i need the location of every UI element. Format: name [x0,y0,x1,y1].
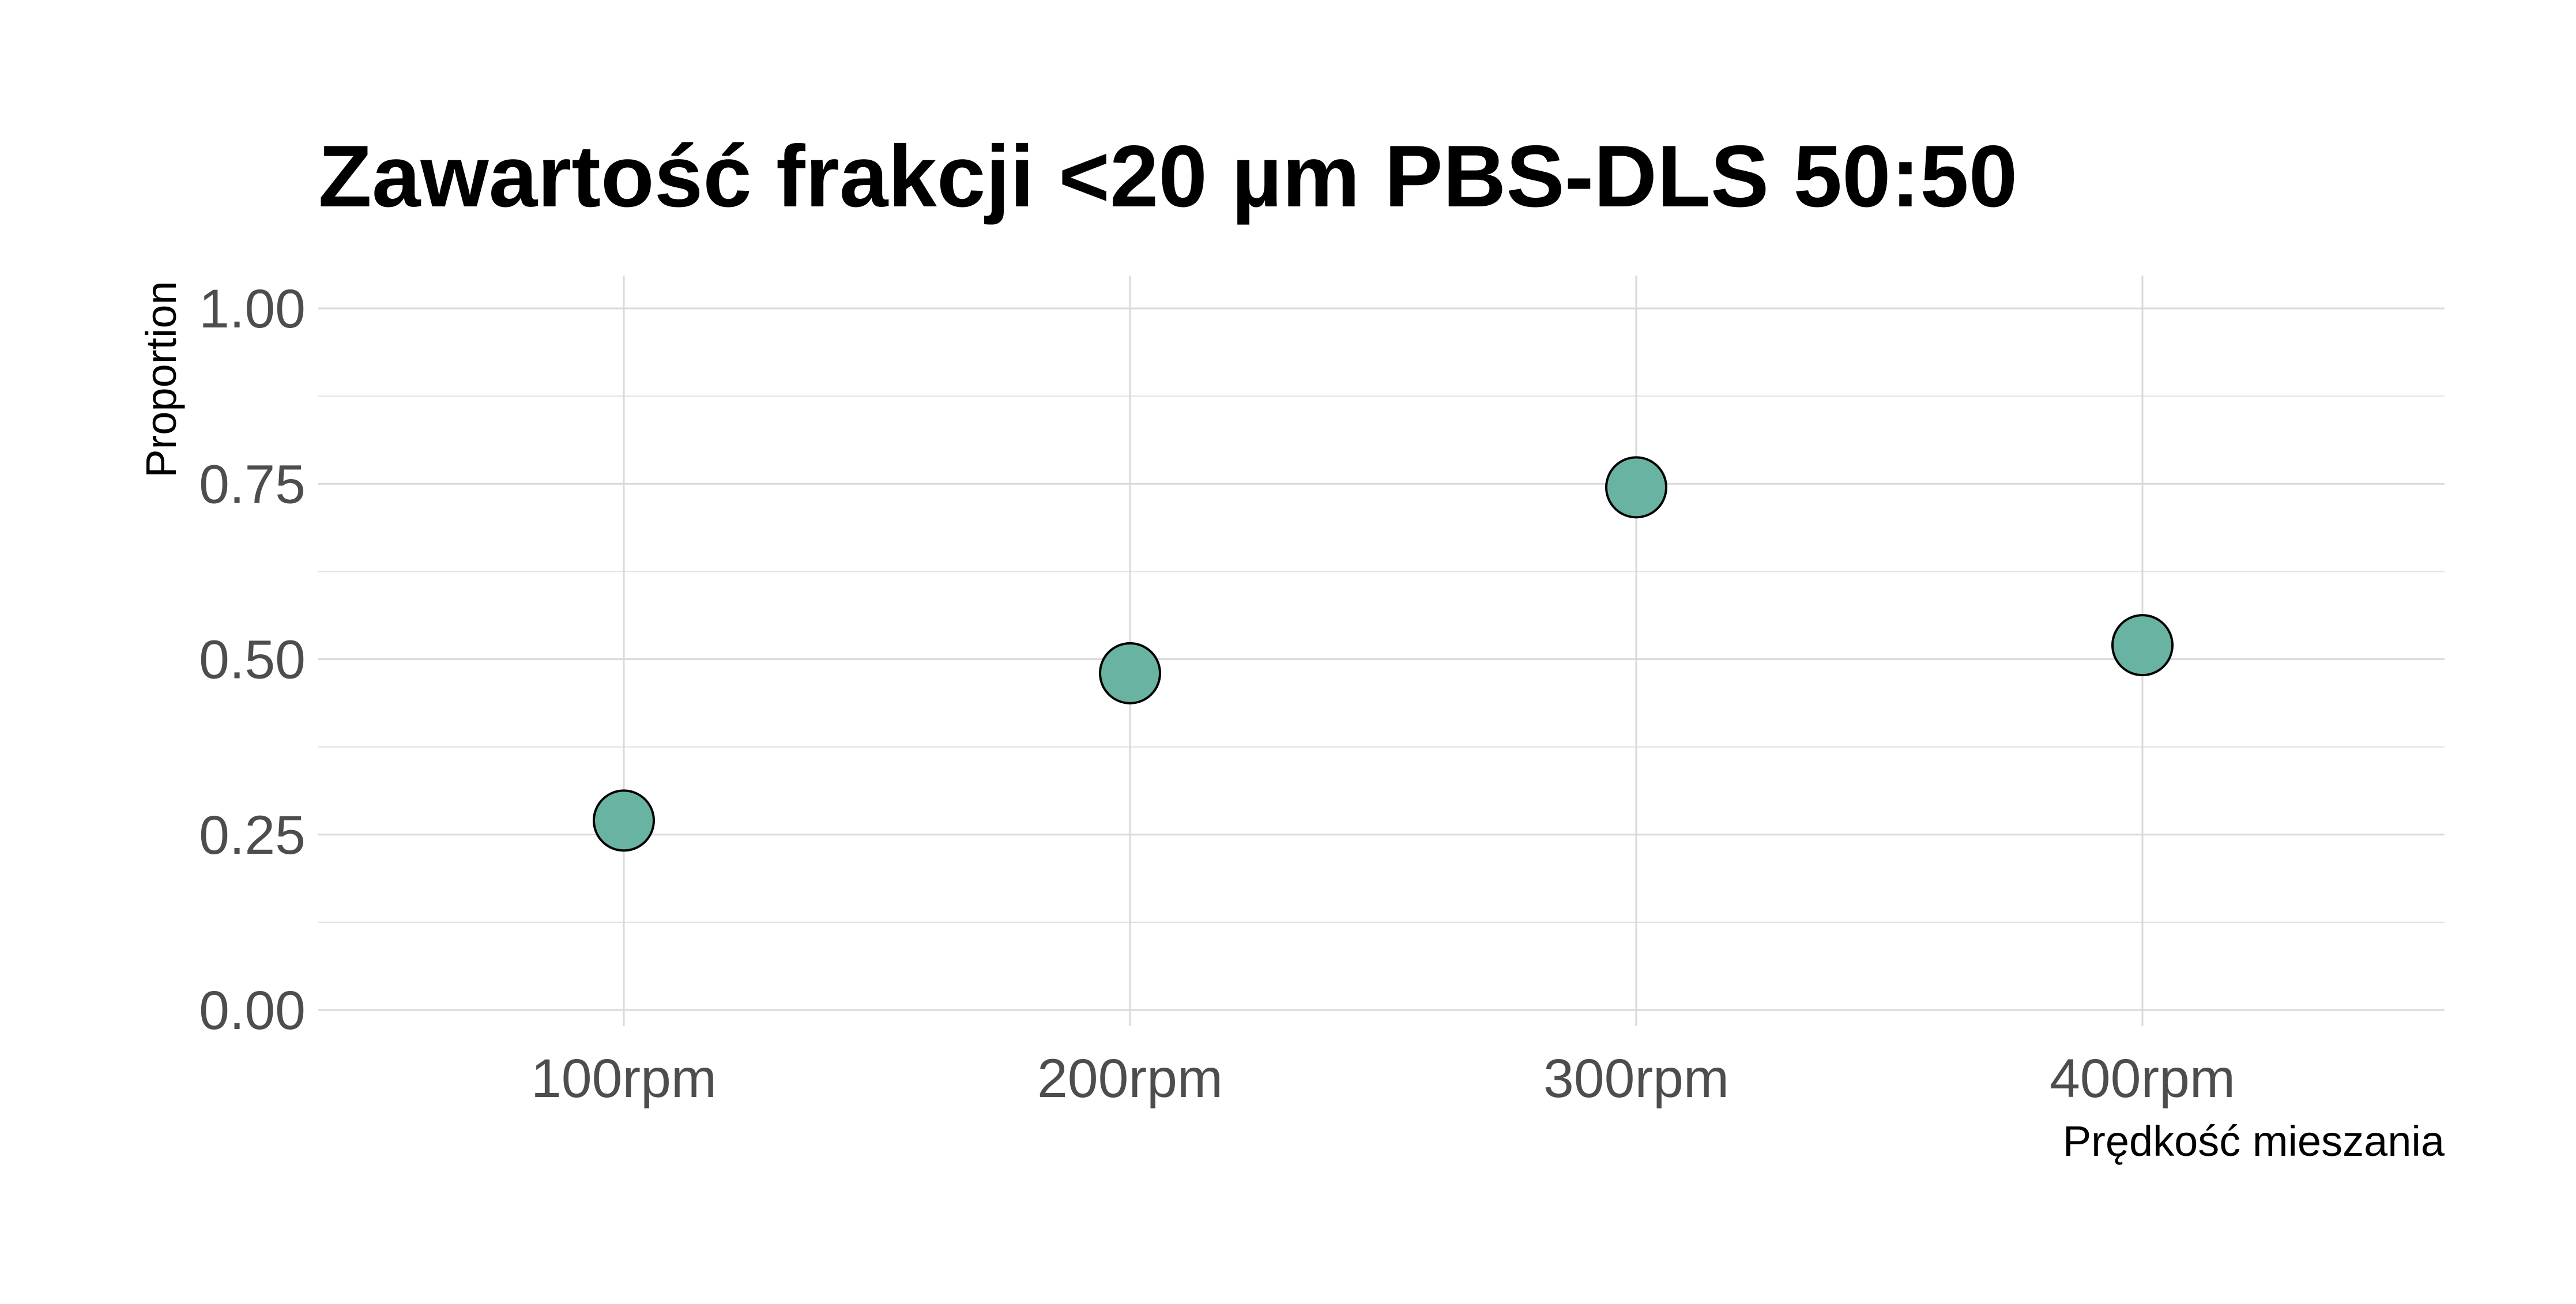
y-tick-label: 0.75 [199,454,306,515]
y-tick-label: 0.25 [199,805,306,866]
chart-title: Zawartość frakcji <20 µm PBS-DLS 50:50 [318,127,2017,225]
x-axis-tick-labels: 100rpm 200rpm 300rpm 400rpm [531,1048,2235,1109]
x-tick-label: 100rpm [531,1048,717,1109]
x-tick-label: 200rpm [1037,1048,1223,1109]
data-point [593,789,655,852]
data-points [593,456,2174,852]
y-axis-title: Proportion [137,281,185,477]
data-point [1605,456,1667,519]
data-point [1099,642,1161,704]
y-tick-label: 0.00 [199,980,306,1041]
x-tick-label: 400rpm [2050,1048,2235,1109]
data-point [2111,614,2174,677]
y-tick-label: 1.00 [199,278,306,340]
x-tick-label: 300rpm [1543,1048,1729,1109]
y-axis-tick-labels: 0.00 0.25 0.50 0.75 1.00 [199,278,306,1041]
x-axis-title: Prędkość mieszania [2063,1117,2445,1165]
y-tick-label: 0.50 [199,630,306,691]
